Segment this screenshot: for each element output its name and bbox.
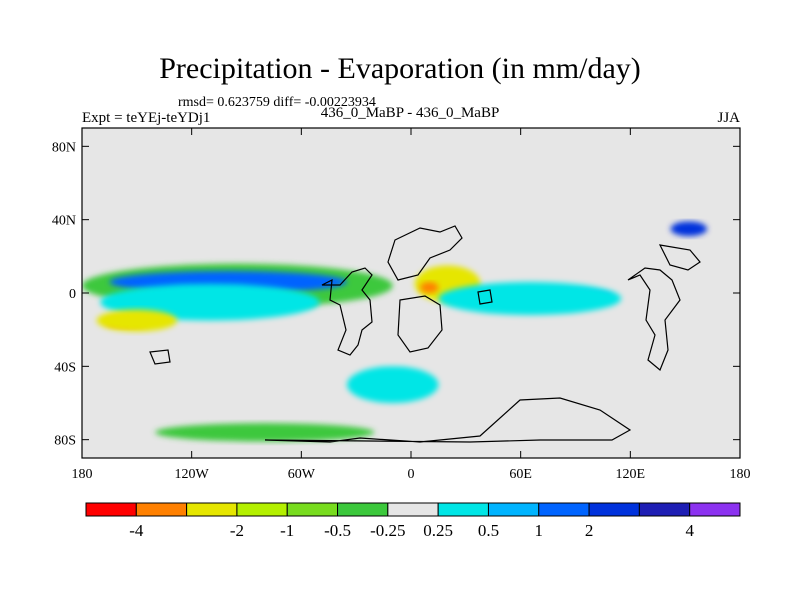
colorbar-label: -0.5 [324,521,351,540]
northeast-blue-patch [670,221,708,237]
central-orange-patch [420,282,439,293]
colorbar-label: -1 [280,521,294,540]
south-pacific-yellow [96,309,178,332]
colorbar-label: -4 [129,521,144,540]
x-tick-label: 180 [730,467,751,482]
x-tick-label: 0 [408,467,415,482]
colorbar-label: 4 [685,521,694,540]
colorbar-box [85,502,137,517]
colorbar-label: 1 [535,521,544,540]
colorbar-label: -2 [230,521,244,540]
coastlines [149,225,701,443]
y-tick-label: 40S [54,360,76,375]
x-tick-label: 60W [288,467,316,482]
colorbar-box [337,502,389,517]
east-equatorial-cyan [438,282,622,315]
colorbar-box [387,502,439,517]
x-tick-label: 180 [72,467,93,482]
x-tick-label: 120E [616,467,646,482]
colorbar-box [689,502,741,517]
period-label: 436_0_MaBP - 436_0_MaBP [320,105,500,121]
x-tick-label: 60E [509,467,532,482]
y-axis: 80N 40N 0 40S 80S [52,140,740,449]
colorbar-label: 2 [585,521,594,540]
colorbar-box [487,502,540,517]
plot-title: Precipitation - Evaporation (in mm/day) [159,52,641,85]
x-tick-label: 120W [175,467,210,482]
colorbar-box [437,502,489,517]
colorbar-box [638,502,691,517]
season-label: JJA [717,110,740,126]
colorbar-box [135,502,188,517]
southern-ocean-cyan [347,366,439,403]
colorbar: -4 -2 -1 -0.5 -0.25 0.25 0.5 1 2 4 [85,502,741,540]
colorbar-box [286,502,339,517]
colorbar-label: 0.25 [423,521,453,540]
contour-features [82,221,708,442]
y-tick-label: 80N [52,140,76,155]
y-tick-label: 40N [52,214,76,229]
colorbar-box [186,502,238,517]
colorbar-label: -0.25 [370,521,405,540]
colorbar-label: 0.5 [478,521,499,540]
colorbar-box [588,502,640,517]
y-tick-label: 80S [54,434,76,449]
colorbar-box [538,502,590,517]
stats-string: rmsd= 0.623759 diff= -0.00223934 [178,95,376,110]
experiment-label: Expt = teYEj-teYDj1 [82,110,211,126]
antarctic-green-arc [155,423,375,442]
x-axis: 180 120W 60W 0 60E 120E 180 [72,128,751,482]
y-tick-label: 0 [69,287,76,302]
colorbar-box [236,502,288,517]
